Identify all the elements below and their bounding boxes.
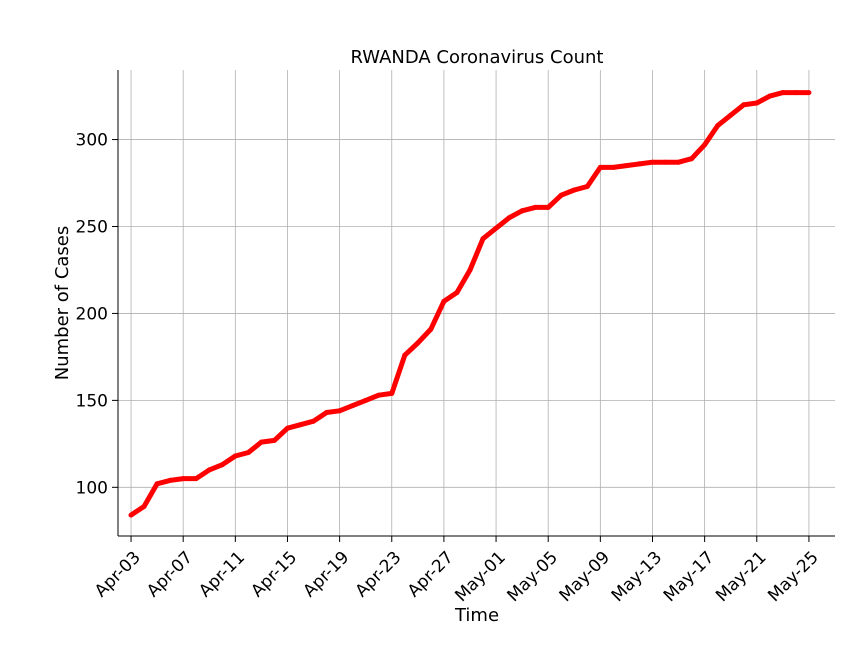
data-point	[389, 390, 395, 396]
data-point	[637, 161, 642, 167]
data-point	[324, 410, 330, 415]
x-tick-label: May-01	[451, 548, 509, 606]
data-point	[741, 102, 747, 108]
series-layer	[128, 90, 812, 518]
data-point	[806, 90, 812, 96]
data-point	[532, 204, 538, 210]
data-point	[350, 403, 356, 409]
data-point	[493, 225, 499, 231]
x-tick-label: Apr-23	[352, 548, 406, 602]
data-point	[676, 159, 682, 165]
data-point	[767, 93, 773, 99]
y-tick-label: 150	[76, 391, 108, 411]
data-point	[376, 392, 382, 398]
x-tick-label: May-17	[660, 548, 718, 606]
y-tick-label: 300	[76, 131, 108, 151]
data-point	[558, 192, 564, 198]
data-point	[441, 298, 447, 304]
data-point	[337, 408, 343, 414]
x-tick-label: Apr-15	[247, 548, 301, 602]
x-tick-label: Apr-19	[300, 548, 354, 602]
data-point	[311, 418, 316, 424]
x-tick-label: May-05	[504, 548, 562, 606]
data-point	[298, 422, 303, 428]
data-point	[597, 164, 603, 170]
x-tick-label: Apr-03	[91, 548, 145, 602]
data-point	[428, 326, 434, 332]
x-axis-label: Time	[454, 605, 499, 626]
x-tick-label: May-25	[764, 548, 822, 606]
x-tick-label: May-21	[712, 548, 770, 606]
data-point	[571, 187, 577, 193]
axes	[112, 70, 835, 542]
data-point	[232, 453, 238, 459]
data-point	[402, 352, 408, 358]
data-point	[689, 156, 695, 162]
x-tick-label: May-09	[556, 548, 614, 606]
data-point	[154, 481, 160, 487]
data-point	[167, 477, 173, 483]
tick-labels: 100150200250300Apr-03Apr-07Apr-11Apr-15A…	[76, 131, 823, 606]
data-point	[728, 112, 734, 118]
grid	[118, 70, 835, 536]
data-point	[415, 340, 421, 346]
data-point	[245, 450, 251, 455]
x-tick-label: Apr-27	[404, 548, 458, 602]
y-tick-label: 250	[76, 217, 108, 237]
data-point	[663, 159, 668, 165]
data-point	[793, 90, 799, 96]
data-point	[193, 476, 199, 482]
data-point	[141, 503, 147, 509]
data-point	[780, 90, 786, 96]
y-axis-label: Number of Cases	[52, 226, 73, 381]
data-point	[584, 184, 590, 189]
data-point	[715, 123, 721, 129]
data-point	[454, 290, 460, 296]
x-tick-label: Apr-11	[195, 548, 249, 602]
data-point	[363, 397, 369, 403]
chart-title: RWANDA Coronavirus Count	[350, 47, 603, 68]
data-point	[506, 215, 512, 221]
x-tick-label: May-13	[608, 548, 666, 606]
data-point	[650, 159, 655, 165]
data-point	[258, 439, 264, 445]
data-point	[480, 236, 486, 242]
data-point	[219, 462, 225, 468]
data-point	[545, 204, 551, 210]
data-point	[623, 163, 629, 169]
data-point	[702, 142, 708, 148]
data-point	[180, 476, 186, 482]
data-point	[754, 100, 760, 106]
data-point	[128, 512, 134, 518]
data-point	[467, 267, 473, 273]
data-point	[206, 467, 212, 473]
data-point	[271, 437, 277, 443]
data-point	[285, 425, 290, 431]
y-tick-label: 200	[76, 304, 108, 324]
data-point	[519, 208, 525, 214]
data-point	[610, 164, 616, 170]
series-line	[129, 90, 809, 518]
y-tick-label: 100	[76, 478, 108, 498]
x-tick-label: Apr-07	[143, 548, 197, 602]
